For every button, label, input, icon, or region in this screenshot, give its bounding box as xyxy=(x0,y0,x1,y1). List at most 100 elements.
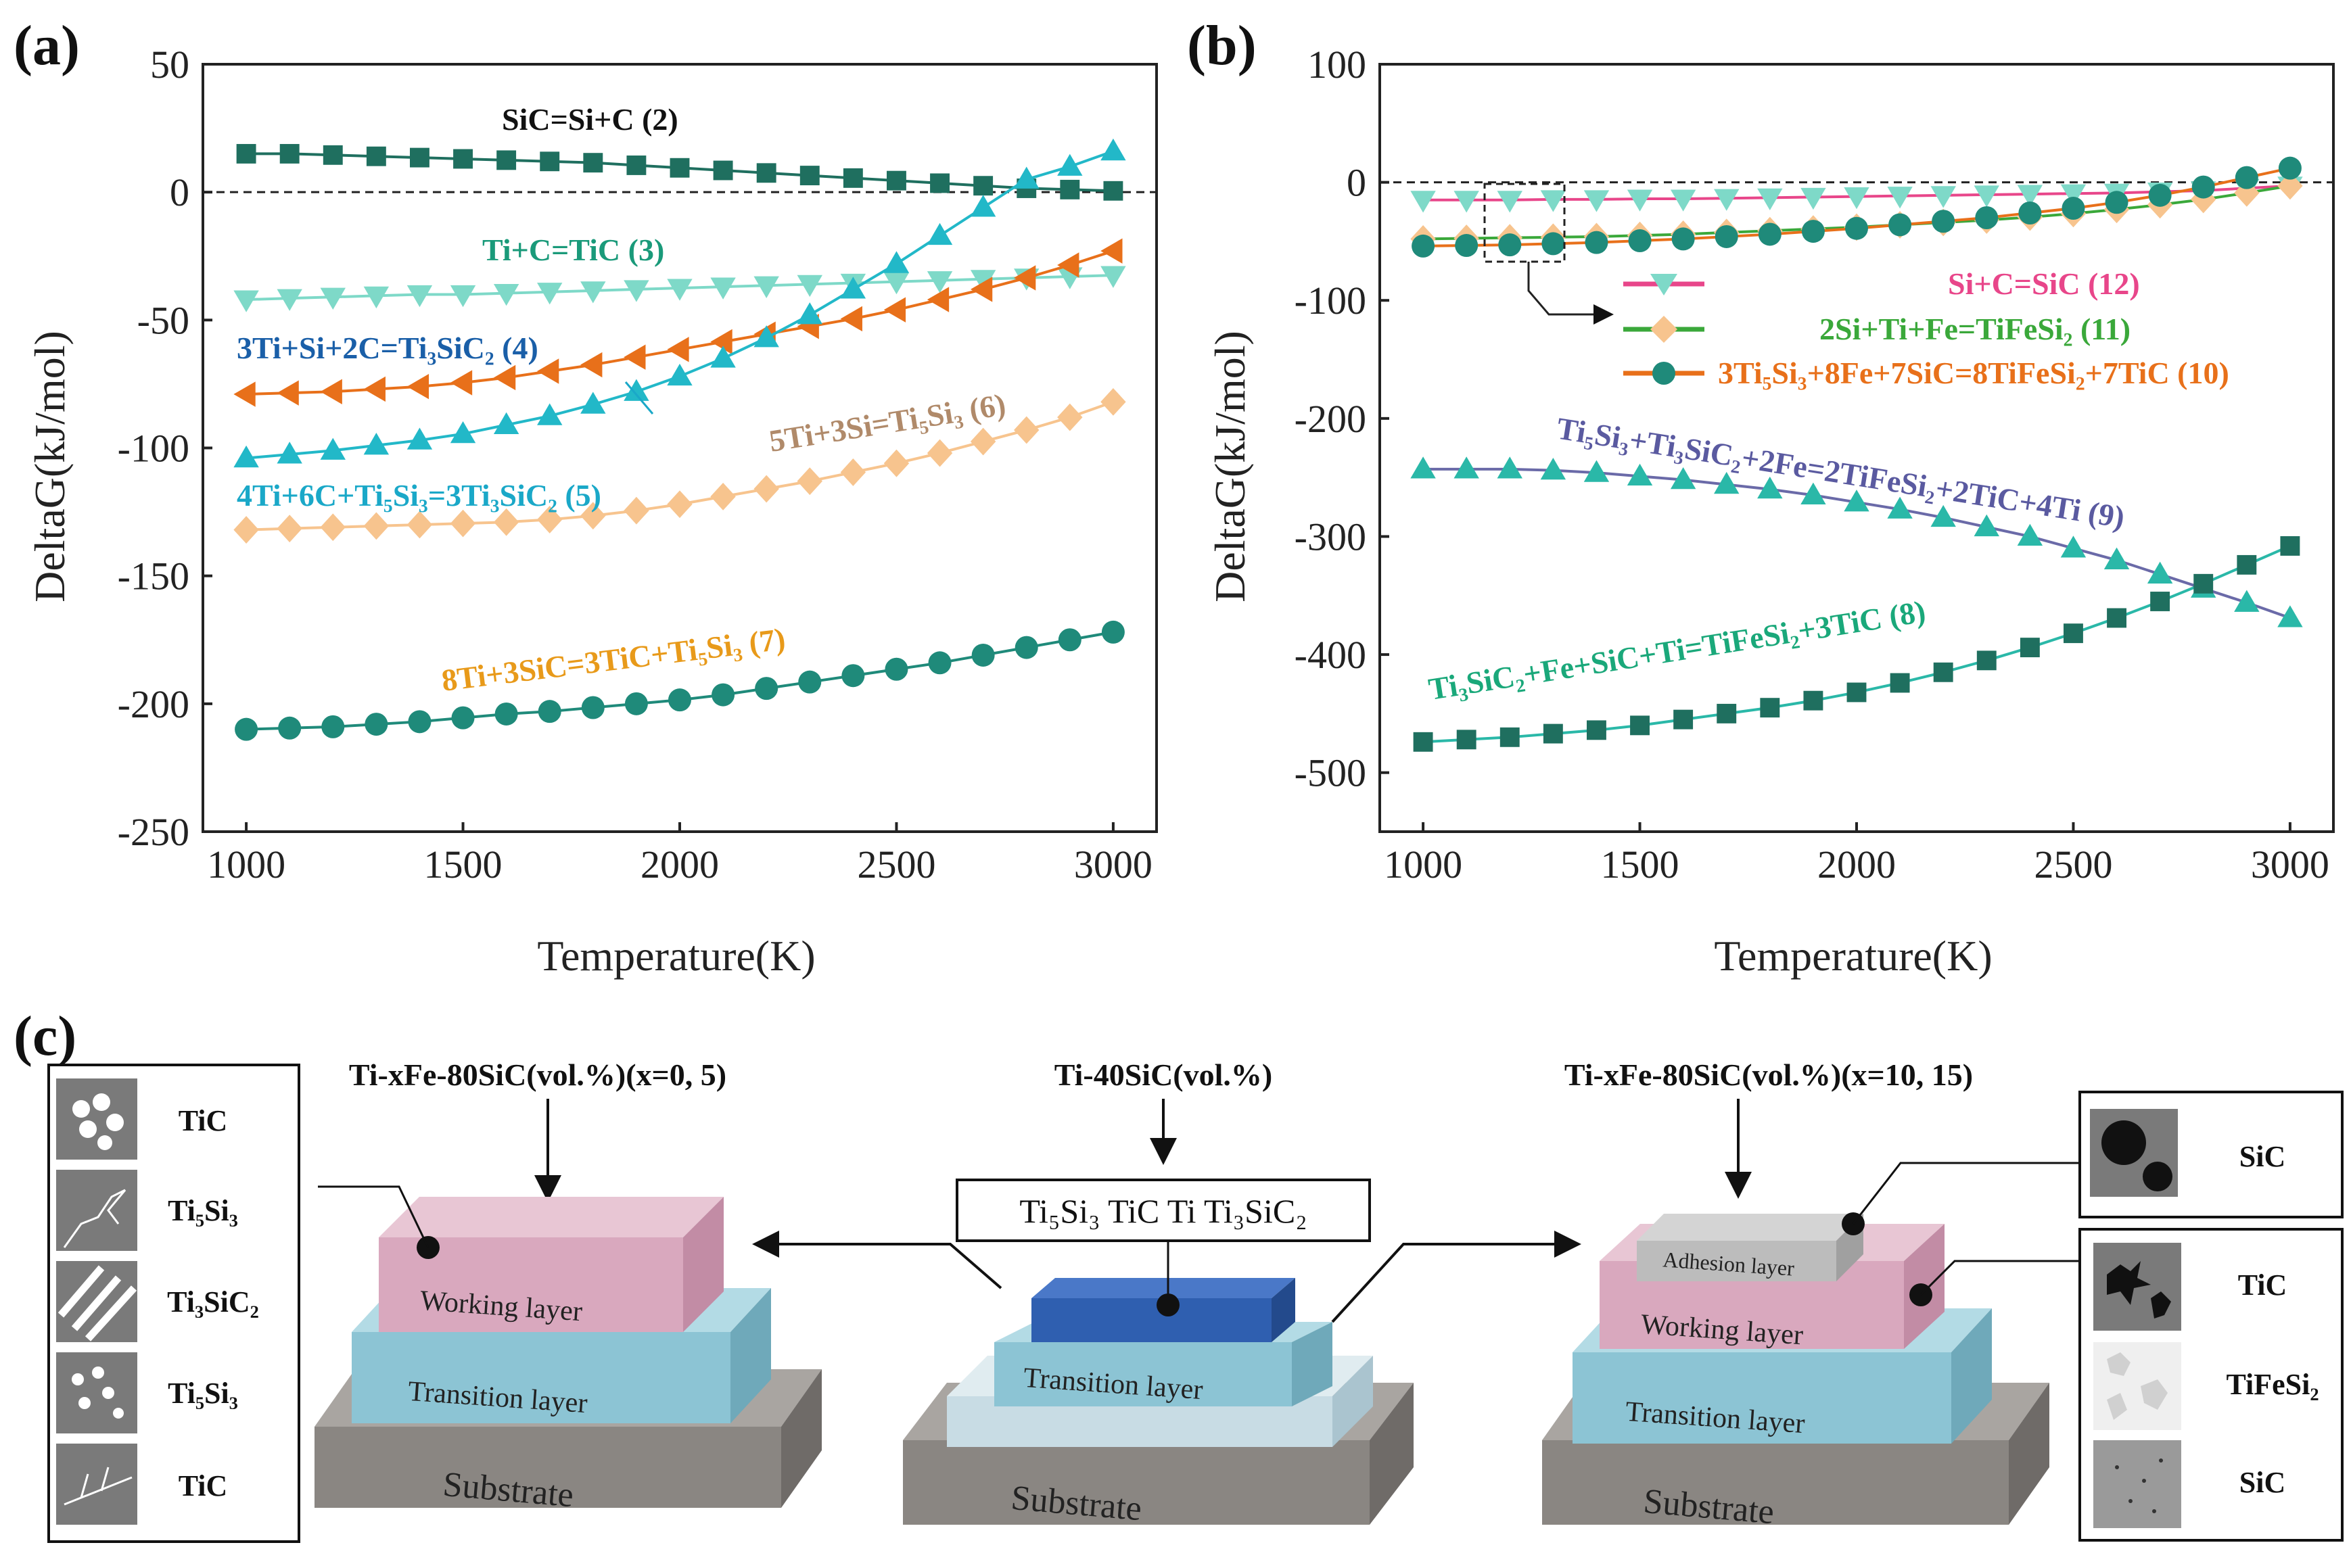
chart-a-series-2-point xyxy=(624,344,646,370)
chart-a-series-4-point xyxy=(1014,416,1040,444)
chart-b-ytick-label: 0 xyxy=(1347,161,1366,205)
left-transition-front xyxy=(352,1332,730,1423)
chart-b-series-3-point xyxy=(1583,460,1610,482)
chart-b-series-3-point xyxy=(1497,456,1522,479)
chart-a-series-1-point xyxy=(363,286,390,309)
chart-b-series-3-point xyxy=(2017,523,2043,546)
chart-b-series-4-point xyxy=(1673,709,1694,730)
chart-b-series-3-point xyxy=(1453,456,1479,479)
chart-a-series-0-point xyxy=(930,173,950,193)
chart-a-series-5-point xyxy=(494,702,518,726)
chart-a-xtick-label: 1000 xyxy=(207,842,285,886)
chart-b-series-0-point xyxy=(1453,191,1479,213)
chart-a-series-3-point xyxy=(320,437,346,460)
chart-a-series-5-point xyxy=(1058,628,1081,652)
chart-a-label-eq4: 3Ti+Si+2C=Ti₃SiC₂ (4) xyxy=(237,331,538,365)
chart-a-series-1-point xyxy=(927,271,953,293)
chart-b-series-4-point xyxy=(1803,690,1823,711)
chart-b-xtick-label: 2000 xyxy=(1817,842,1896,886)
chart-b-ylabel: DeltaG(kJ/mol) xyxy=(1206,331,1254,602)
chart-b-series-2-point xyxy=(2235,166,2258,189)
chart-a-series-5-point xyxy=(365,713,388,736)
chart-b-zoom-pointer xyxy=(1527,262,1614,325)
left-substrate-side xyxy=(781,1369,822,1508)
left-working-side xyxy=(683,1197,724,1332)
chart-b-series-3-point xyxy=(1627,463,1653,486)
chart-a-series-3-point xyxy=(363,433,390,455)
chart-a-label-eq2: SiC=Si+C (2) xyxy=(502,102,678,137)
chart-a-series-2-point xyxy=(580,352,603,378)
coating-schematic: Ti-xFe-80SiC(vol.%)(x=0, 5) Ti-40SiC(vol… xyxy=(47,1058,2344,1543)
chart-a-label-eq6: 5Ti+3Si=Ti₅Si₃ (6) xyxy=(767,387,1008,458)
chart-a-xtick-label: 2500 xyxy=(857,842,935,886)
chart-a-series-5-point xyxy=(1101,620,1125,644)
chart-b-series-4-point xyxy=(1630,715,1650,736)
chart-a-ytick-label: 0 xyxy=(170,170,189,214)
chart-b-series-0-point xyxy=(1540,190,1566,212)
chart-a-series-5-point xyxy=(624,692,648,715)
chart-a-series-4-point xyxy=(667,490,693,519)
legend-marker-eq10 xyxy=(1652,362,1675,385)
chart-a-series-4-point xyxy=(753,475,779,503)
chart-b-ytick-label: -500 xyxy=(1295,751,1366,795)
chart-a-ytick-label: -200 xyxy=(118,682,189,726)
chart-a-series-1-point xyxy=(753,276,779,298)
center-to-left-arrow xyxy=(752,1231,1002,1289)
center-substrate-side xyxy=(1370,1383,1414,1525)
left-legend-swatch-3 xyxy=(56,1352,137,1433)
chart-b-series-3-point xyxy=(2060,536,2087,558)
chart-a-series-0-point xyxy=(1103,181,1123,201)
chart-b-xtick-label: 3000 xyxy=(2251,842,2329,886)
chart-b-series-4-point xyxy=(2280,536,2300,556)
chart-a-series-3-point xyxy=(710,346,736,368)
chart-a-series-1-point xyxy=(1100,266,1126,288)
right-stack: Substrate Transition layer Working layer… xyxy=(1542,1162,2087,1531)
left-phase-legend: TiC Ti₅Si₃ Ti₃SiC₂ Ti₅Si₃ TiC xyxy=(47,1064,300,1543)
chart-a-series-3-point xyxy=(1014,166,1040,189)
chart-b-ytick-label: -400 xyxy=(1295,633,1366,677)
chart-b-series-0-point xyxy=(1800,187,1826,210)
chart-a-series-2-point xyxy=(883,297,906,323)
right-stack-title: Ti-xFe-80SiC(vol.%)(x=10, 15) xyxy=(1564,1058,1973,1092)
chart-b-series-2-point xyxy=(1801,220,1825,243)
chart-b-ytick-label: 100 xyxy=(1307,43,1366,87)
chart-b-series-4-point xyxy=(1587,720,1606,740)
chart-a-series-3-point xyxy=(970,195,996,217)
chart-a-series-1-point xyxy=(537,283,563,305)
chart-b-series-3-point xyxy=(2147,561,2173,584)
chart-a-series-0-point xyxy=(410,147,429,168)
chart-b-series-0-point xyxy=(2060,184,2087,206)
chart-a-series-3-point xyxy=(883,251,910,273)
chart-a-series-1-point xyxy=(450,285,476,308)
center-substrate-front xyxy=(903,1440,1370,1525)
chart-b-series-4-point xyxy=(1846,682,1867,703)
left-transition-side xyxy=(730,1288,771,1423)
chart-b-series-2-point xyxy=(2278,156,2302,180)
chart-b-series-0-point xyxy=(1714,189,1740,211)
right-bottom-legend-label-0: TiC xyxy=(2238,1268,2287,1302)
chart-b-series-3-point xyxy=(1930,504,1956,527)
chart-a-series-1-point xyxy=(580,281,606,304)
chart-b-zoom-box xyxy=(1483,183,1566,263)
chart-b-series-3-point xyxy=(1540,457,1566,480)
chart-b-series-3-point xyxy=(1974,514,1999,537)
chart-a-series-0-point xyxy=(366,146,386,166)
chart-a-series-0-point xyxy=(540,151,560,172)
panel-label-b: (b) xyxy=(1187,14,1257,77)
chart-a-series-2-point xyxy=(710,329,732,355)
chart-a-series-0-point xyxy=(323,145,343,165)
chart-b-series-0-point xyxy=(1974,185,1999,208)
chart-a-ytick-label: -250 xyxy=(118,810,189,854)
chart-a-series-3-point xyxy=(927,222,953,245)
chart-b-series-4-point xyxy=(2237,554,2257,575)
left-stack: Substrate Transition layer Working layer xyxy=(315,1185,822,1515)
chart-b-ytick-label: -200 xyxy=(1295,397,1366,441)
center-to-right-arrow xyxy=(1331,1231,1581,1323)
chart-a-series-3-point xyxy=(493,412,519,435)
chart-a-series-1-point xyxy=(233,290,259,312)
chart-b-series-1-point xyxy=(2277,172,2303,200)
chart-a-series-4-point xyxy=(450,509,476,538)
chart-a-series-1-point xyxy=(320,287,346,310)
chart-b-series-0-point xyxy=(1583,190,1610,212)
